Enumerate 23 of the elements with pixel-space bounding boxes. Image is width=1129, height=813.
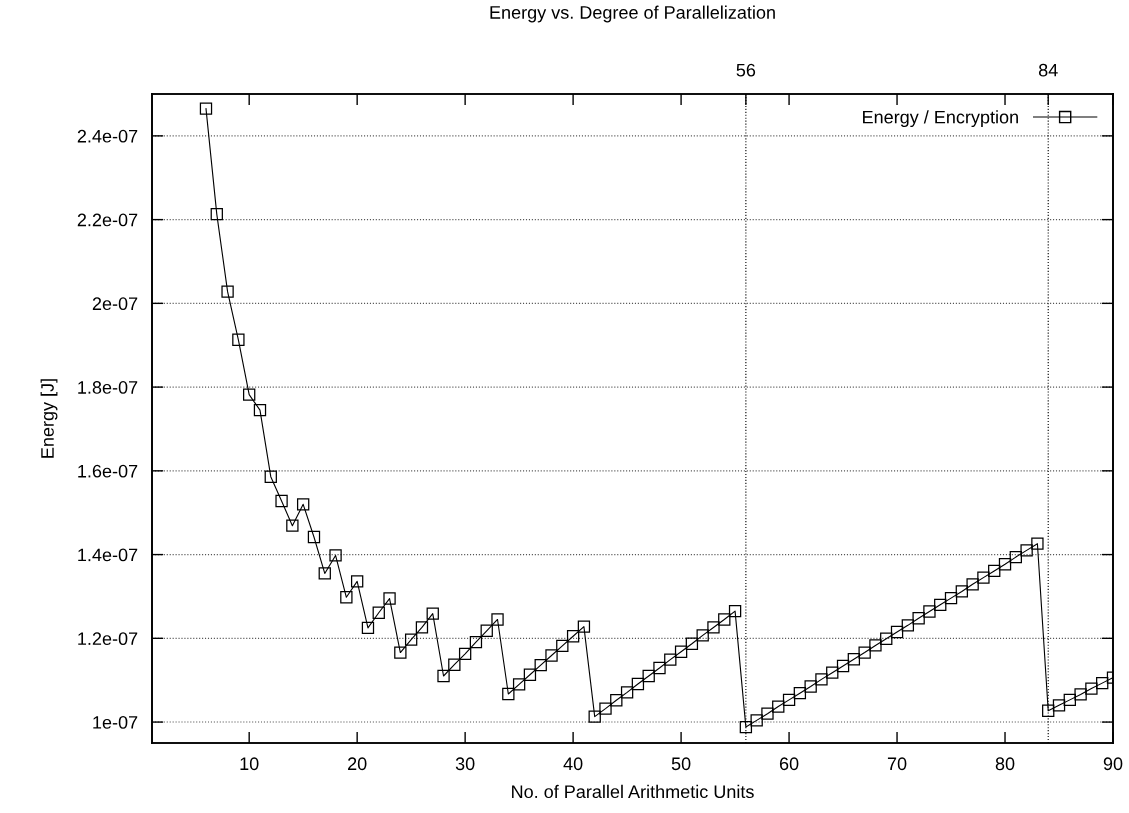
y-axis-title: Energy [J] — [40, 379, 58, 458]
chart-title: Energy vs. Degree of Parallelization — [490, 5, 775, 23]
x-tick-label: 50 — [671, 757, 691, 771]
y-tick-label: 1.8e-07 — [78, 381, 138, 394]
y-tick-label: 1.2e-07 — [78, 632, 138, 646]
x-tick-label: 10 — [240, 757, 259, 771]
x-tick-label: 80 — [995, 757, 1015, 771]
y-tick-label: 2.4e-07 — [77, 129, 138, 143]
x-tick-label: 90 — [1103, 757, 1123, 771]
x-axis-title: No. of Parallel Arithmetic Units — [512, 784, 754, 799]
y-tick-label: 2e-07 — [92, 297, 138, 311]
x-tick-label: 20 — [348, 757, 367, 771]
x-tick-label: 70 — [887, 757, 907, 771]
x-tick-label: 30 — [455, 757, 475, 771]
x2-tick-label: 56 — [736, 63, 756, 77]
y-tick-label: 1.6e-07 — [78, 464, 138, 478]
legend-label: Energy / Encryption — [863, 110, 1018, 128]
y-tick-label: 1e-07 — [93, 716, 138, 729]
y-tick-label: 1.4e-07 — [78, 548, 138, 562]
y-tick-label: 2.2e-07 — [77, 213, 138, 227]
x2-tick-label: 84 — [1038, 63, 1058, 77]
x-tick-label: 40 — [563, 757, 583, 771]
x-tick-label: 60 — [779, 757, 799, 771]
